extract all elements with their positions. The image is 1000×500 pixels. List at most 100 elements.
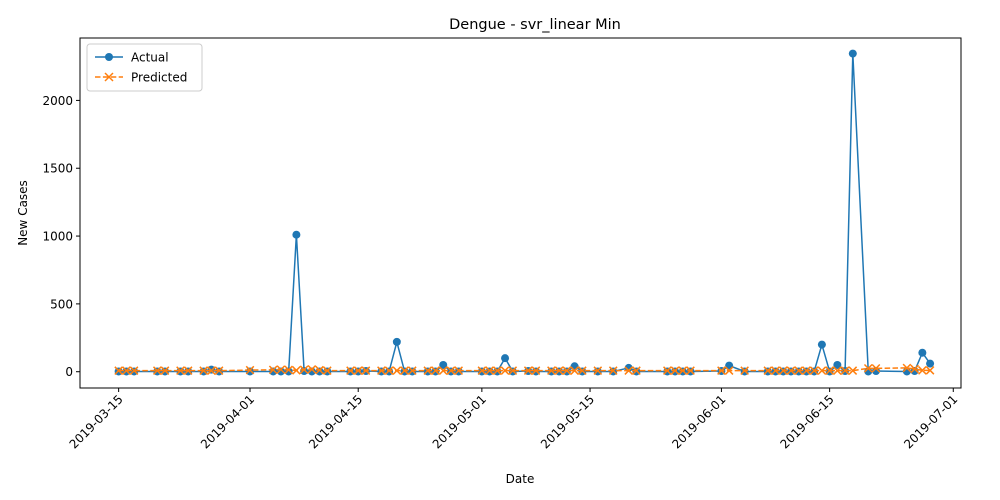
legend-actual-marker <box>105 53 113 61</box>
data-point-predicted <box>508 366 518 375</box>
data-point-predicted <box>778 366 788 375</box>
data-point-predicted <box>392 366 402 375</box>
plot-marks <box>114 49 935 376</box>
data-point-predicted <box>833 366 842 375</box>
plot-area-frame <box>79 37 962 389</box>
data-point-predicted <box>454 366 464 375</box>
data-point-predicted <box>840 366 850 375</box>
data-point-actual <box>848 49 857 58</box>
x-tick-label: 2019-05-15 <box>538 392 597 451</box>
data-point-predicted <box>786 366 796 375</box>
x-tick-label: 2019-04-01 <box>198 392 257 451</box>
data-point-predicted <box>268 365 278 375</box>
data-point-actual <box>817 340 826 349</box>
data-point-predicted <box>245 365 255 375</box>
data-point-predicted <box>724 366 734 375</box>
data-point-predicted <box>663 366 672 375</box>
data-point-predicted <box>848 366 858 375</box>
data-point-predicted <box>608 366 618 375</box>
data-point-predicted <box>918 366 927 375</box>
data-point-predicted <box>284 365 293 375</box>
data-point-predicted <box>794 366 804 375</box>
data-point-predicted <box>346 366 355 375</box>
legend-actual-label: Actual <box>131 51 169 65</box>
data-point-predicted <box>593 366 603 375</box>
data-point-predicted <box>809 366 819 375</box>
data-point-predicted <box>214 366 224 375</box>
x-axis: 2019-03-15 2019-04-01 2019-04-15 2019-05-01… <box>67 388 960 451</box>
data-point-predicted <box>825 366 834 375</box>
data-point-predicted <box>763 366 773 375</box>
legend: Actual Predicted <box>86 43 203 92</box>
data-point-predicted <box>802 366 811 375</box>
data-point-predicted <box>740 366 749 375</box>
data-point-predicted <box>477 366 487 375</box>
data-point-actual <box>284 367 293 376</box>
x-tick-label: 2019-04-15 <box>306 392 365 451</box>
y-tick-label: 0 <box>65 365 73 379</box>
data-point-predicted <box>322 366 332 375</box>
data-point-predicted <box>400 366 409 375</box>
data-point-predicted <box>554 366 564 375</box>
data-point-predicted <box>492 366 502 375</box>
data-point-actual <box>501 354 510 363</box>
data-point-predicted <box>902 363 912 373</box>
data-point-actual <box>833 360 842 369</box>
data-point-predicted <box>485 366 494 375</box>
data-point-predicted <box>910 364 919 374</box>
series-line-actual <box>118 52 931 373</box>
legend-predicted-label: Predicted <box>131 71 187 85</box>
legend-frame <box>86 43 203 92</box>
data-point-predicted <box>152 366 162 375</box>
x-axis-label: Date <box>506 472 535 486</box>
y-tick-label: 1500 <box>42 162 73 176</box>
data-point-predicted <box>176 366 185 375</box>
x-tick-label: 2019-05-01 <box>430 392 489 451</box>
data-point-actual <box>300 367 309 376</box>
data-point-actual <box>918 348 927 357</box>
data-point-predicted <box>678 366 688 375</box>
data-point-predicted <box>438 366 448 375</box>
data-point-actual <box>570 362 579 371</box>
data-point-predicted <box>446 366 456 375</box>
data-point-predicted <box>431 366 440 375</box>
data-point-predicted <box>863 363 873 373</box>
data-point-predicted <box>199 366 208 375</box>
data-point-predicted <box>292 366 301 375</box>
data-point-predicted <box>114 366 123 375</box>
data-point-actual <box>315 367 324 376</box>
data-point-predicted <box>307 364 317 374</box>
x-tick-label: 2019-03-15 <box>67 392 126 451</box>
data-point-predicted <box>632 366 641 375</box>
data-point-actual <box>246 367 255 376</box>
data-point-actual <box>439 360 448 369</box>
y-axis-label: New Cases <box>16 180 30 246</box>
data-point-predicted <box>925 366 935 375</box>
data-point-actual <box>392 337 401 346</box>
data-point-predicted <box>276 365 286 374</box>
data-point-predicted <box>315 365 324 375</box>
data-point-actual <box>269 367 278 376</box>
data-point-predicted <box>384 366 394 375</box>
data-point-predicted <box>531 366 541 375</box>
x-tick-label: 2019-07-01 <box>901 392 960 451</box>
y-tick-label: 2000 <box>42 94 73 108</box>
x-tick-label: 2019-06-15 <box>778 392 837 451</box>
legend-predicted-marker <box>104 72 114 82</box>
data-point-predicted <box>523 366 533 375</box>
data-point-predicted <box>771 366 780 375</box>
data-point-predicted <box>500 366 510 375</box>
data-point-actual <box>926 359 935 368</box>
data-point-predicted <box>577 366 587 375</box>
data-point-predicted <box>423 366 433 375</box>
data-point-predicted <box>183 366 193 375</box>
data-point-predicted <box>624 366 634 375</box>
data-point-predicted <box>570 366 579 375</box>
x-tick-label: 2019-06-01 <box>669 392 728 451</box>
data-point-predicted <box>407 366 417 375</box>
data-point-predicted <box>547 366 556 375</box>
data-point-predicted <box>670 366 680 375</box>
y-tick-label: 500 <box>50 297 73 311</box>
data-point-predicted <box>207 366 216 375</box>
